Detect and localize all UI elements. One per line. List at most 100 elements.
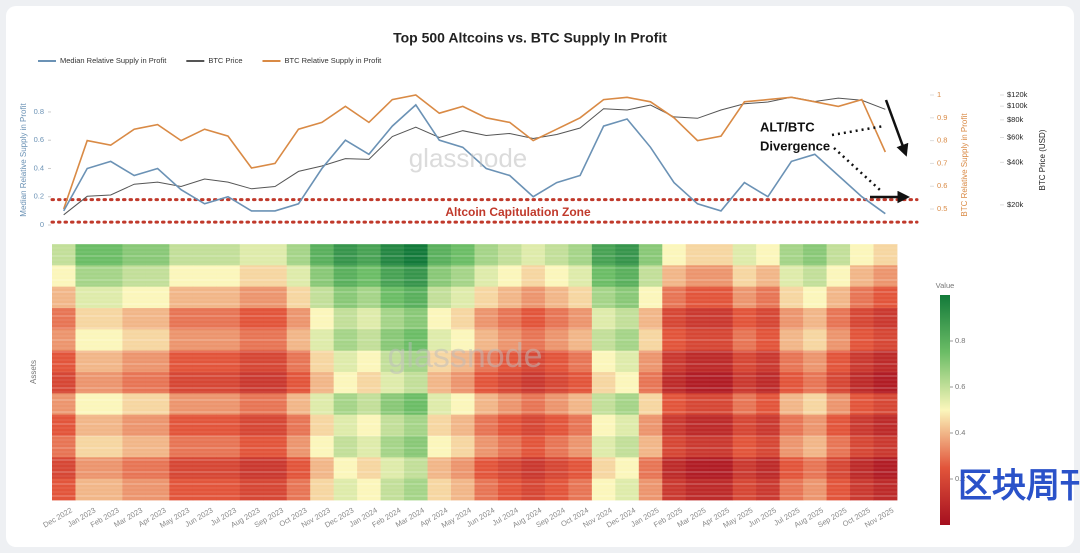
heatmap-cell [826,329,851,352]
heatmap-cell [709,457,734,480]
heatmap-cell [850,265,874,288]
heatmap-cell [756,350,781,373]
heatmap-cell [75,350,100,373]
heatmap-cell [685,350,710,373]
heatmap-cell [427,286,452,309]
heatmap-cell [380,265,405,288]
heatmap-cell [756,308,781,330]
y2-tick-label: 0.7 [937,158,947,167]
heatmap-cell [638,457,663,480]
y2-tick-label: 0.8 [937,136,947,145]
heatmap-cell [615,286,640,309]
heatmap-cell [568,393,593,416]
heatmap-cell [192,372,217,394]
heatmap-cell [192,265,217,288]
heatmap-cell [568,457,593,480]
heatmap-cell [122,329,147,352]
heatmap-cell [239,308,264,330]
heatmap-cell [75,436,100,458]
heatmap-cell [732,457,757,480]
heatmap-cell [544,393,569,416]
heatmap-cell [357,414,382,437]
y2-tick-label: 0.9 [937,113,947,122]
heatmap-cell [333,436,358,458]
heatmap-cell [544,286,569,309]
heatmap-cell [568,436,593,458]
heatmap-cell [685,308,710,330]
colorbar-tick-label: 0.8 [955,336,965,345]
y-tick-label: 0.2 [34,192,44,201]
heatmap-cell [779,372,804,394]
heatmap-cell [263,308,288,330]
heatmap-cell [709,414,734,437]
heatmap-cell [52,478,76,501]
heatmap-cell [427,372,452,394]
heatmap-cell [803,308,827,330]
heatmap-cell [192,329,217,352]
heatmap-cell [850,372,874,394]
heatmap-cell [169,265,194,288]
heatmap-cell [286,329,311,352]
heatmap-cell [638,308,663,330]
heatmap-cell [685,436,710,458]
heatmap-cell [239,414,264,437]
legend-label: BTC Relative Supply in Profit [284,56,382,65]
heatmap-cell [615,414,640,437]
heatmap-cell [638,372,663,394]
heatmap-cell [474,457,499,480]
heatmap-cell [732,414,757,437]
heatmap-cell [474,244,499,266]
heatmap-cell [591,393,616,416]
series-line [62,94,887,210]
legend-label: Median Relative Supply in Profit [60,56,167,65]
heatmap-cell [216,265,241,288]
heatmap-cell [310,265,335,288]
heatmap-cell [732,308,757,330]
heatmap-cell [451,350,475,373]
heatmap-cell [404,393,428,416]
heatmap-cell [732,393,757,416]
heatmap-cell [732,244,757,266]
heatmap-cell [591,308,616,330]
heatmap-cell [544,457,569,480]
heatmap-cell [75,478,100,501]
heatmap-cell [826,436,851,458]
heatmap-cell [75,286,100,309]
heatmap-cell [333,244,358,266]
annotation: Divergence [760,138,830,153]
heatmap-cell [427,436,452,458]
heatmap-cell [685,329,710,352]
heatmap-cell [638,244,663,266]
heatmap-cell [263,414,288,437]
heatmap-cell [333,265,358,288]
heatmap-cell [544,350,569,373]
heatmap-cell [192,414,217,437]
heatmap-cell [873,286,898,309]
heatmap-cell [357,457,382,480]
y3-tick-label: $80k [1007,115,1024,124]
heatmap-cell [239,372,264,394]
y-axis-label: Assets [29,360,38,384]
heatmap-cell [568,308,593,330]
heatmap-cell [52,436,76,458]
heatmap-cell [497,308,522,330]
heatmap-cell [497,478,522,501]
heatmap-cell [615,350,640,373]
heatmap-cell [850,329,874,352]
heatmap-cell [451,478,475,501]
heatmap-cell [98,414,123,437]
heatmap-cell [803,265,827,288]
heatmap-cell [216,286,241,309]
heatmap-cell [756,414,781,437]
heatmap-cell [521,372,546,394]
heatmap-cell [544,372,569,394]
heatmap-cell [685,265,710,288]
y3-tick-label: $120k [1007,90,1028,99]
heatmap-cell [873,350,898,373]
heatmap-cell [873,372,898,394]
heatmap-cell [826,414,851,437]
heatmap-cell [497,350,522,373]
heatmap-cell [333,372,358,394]
heatmap-cell [521,393,546,416]
heatmap-cell [239,286,264,309]
